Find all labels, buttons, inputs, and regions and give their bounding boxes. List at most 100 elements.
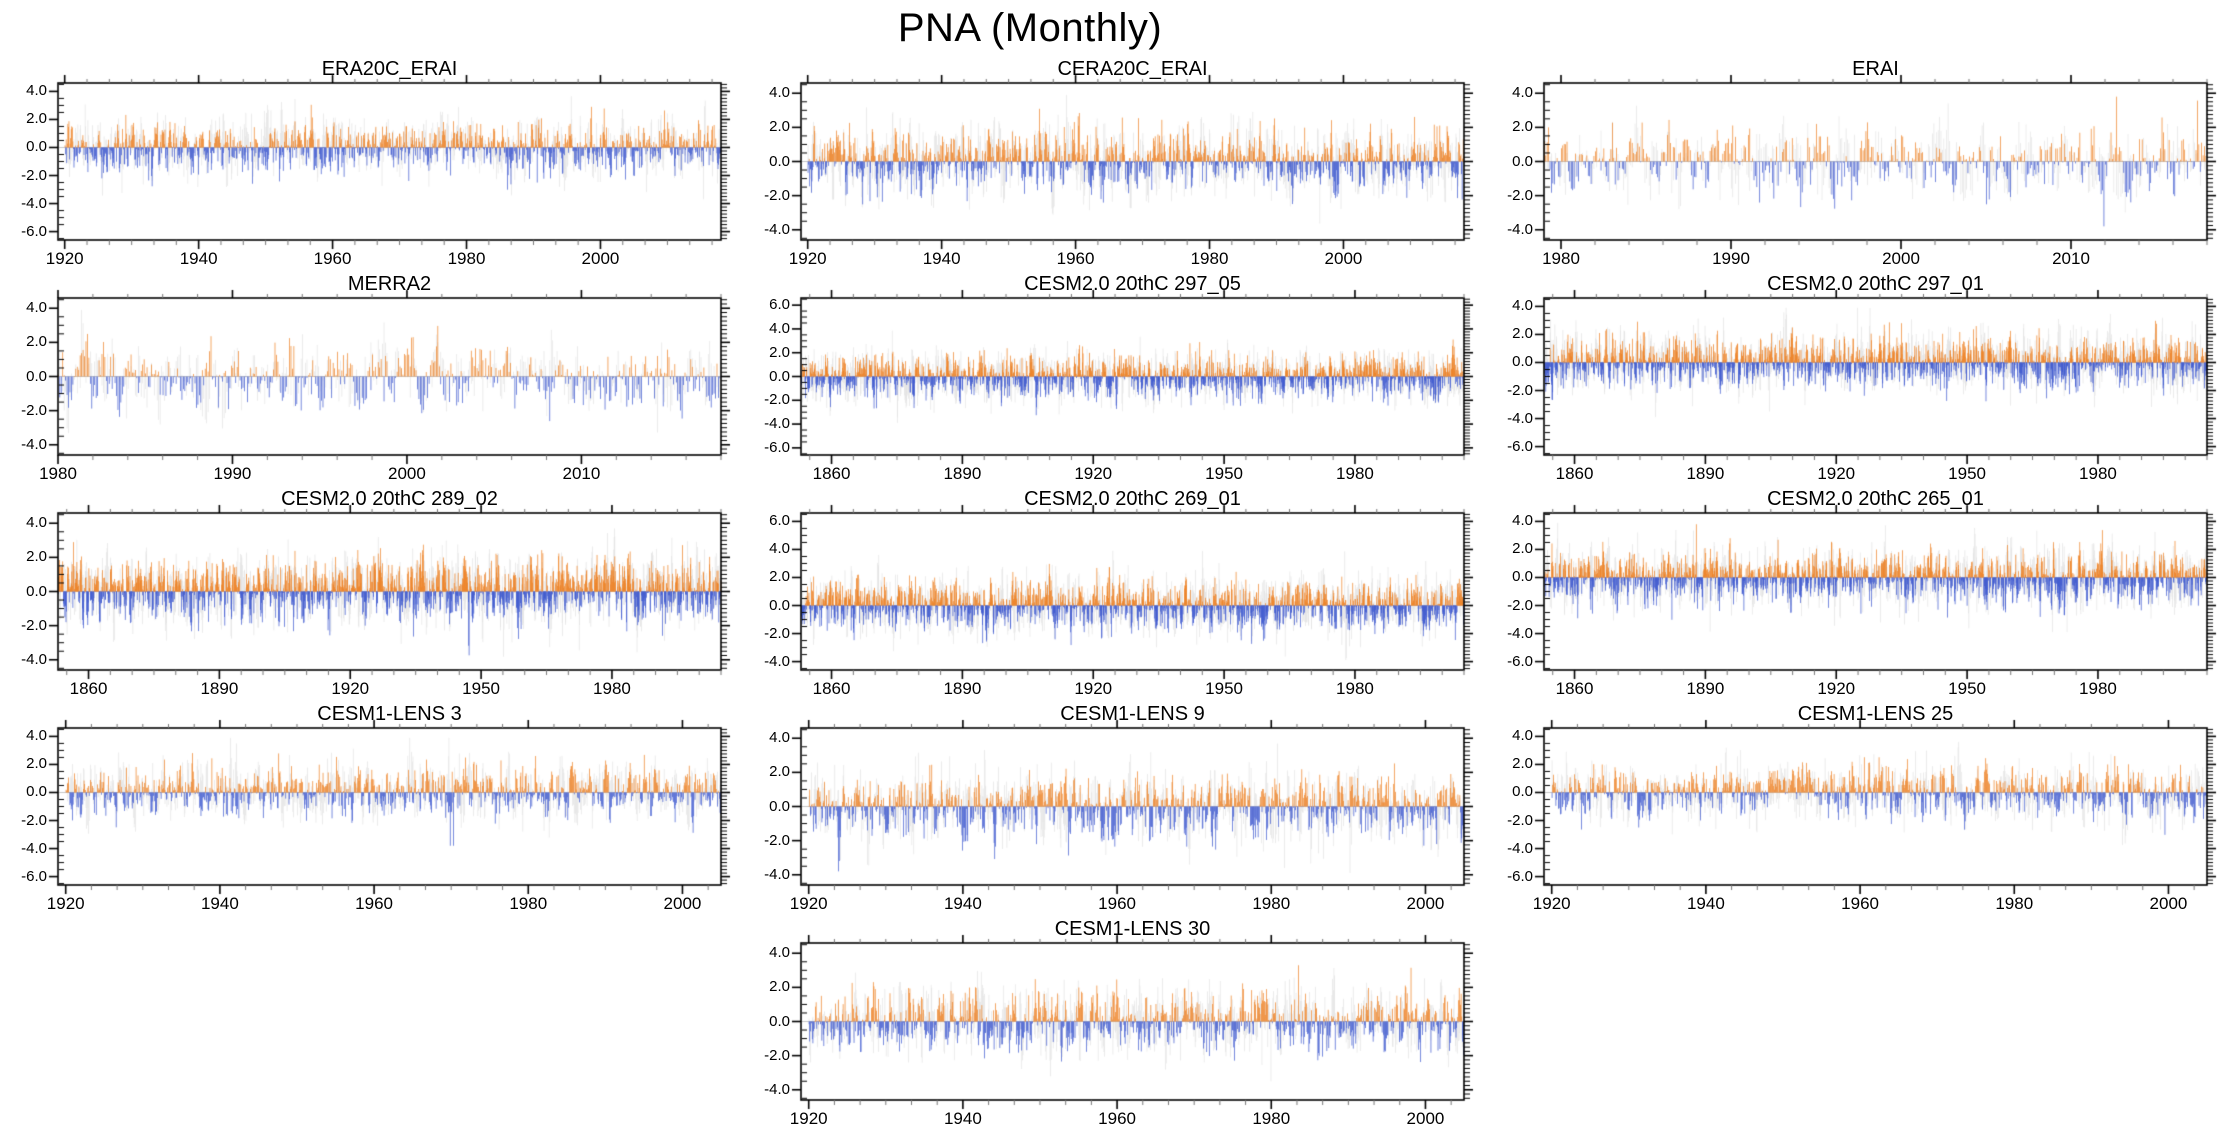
y-tick-label: -2.0 (764, 1046, 790, 1064)
x-tick-label: 1890 (943, 679, 982, 698)
plot-area: 6.0 4.0 2.0 0.0 -2.0 -4.0 1860 1890 1920 1950 1980 (764, 503, 1474, 698)
charts-grid-row-4: CESM1-LENS 3 4.0 2.0 0.0 -2.0 -4.0 -6.0 1920 194… (0, 701, 2230, 916)
x-tick-label: 1940 (943, 894, 982, 913)
x-tick-label: 1920 (789, 894, 828, 913)
x-tick-label: 2000 (1406, 894, 1445, 913)
y-tick-label: 2.0 (26, 755, 47, 773)
chart-cesm2-0-20thc-289-02: CESM2.0 20thC 289_02 4.0 2.0 0.0 -2.0 -4.0 186… (0, 486, 743, 701)
x-tick-label: 2010 (2052, 249, 2090, 268)
y-tick-label: 0.0 (26, 367, 47, 385)
x-tick-label: 1920 (46, 894, 85, 913)
x-tick-label: 1920 (1074, 464, 1113, 483)
y-tick-label: 0.0 (1512, 568, 1533, 586)
y-tick-label: -2.0 (764, 186, 790, 204)
plot-area: 4.0 2.0 0.0 -2.0 -4.0 1920 1940 1960 1980 2000 (764, 73, 1474, 268)
x-tick-label: 1950 (1205, 464, 1243, 483)
y-tick-label: -4.0 (764, 652, 790, 670)
y-tick-label: 2.0 (1512, 540, 1533, 558)
chart-merra2: MERRA2 4.0 2.0 0.0 -2.0 -4.0 1980 1990 2000 2010 (0, 271, 743, 486)
plot-area: 4.0 2.0 0.0 -2.0 -4.0 1920 1940 1960 1980 2000 (764, 933, 1474, 1128)
y-tick-label: 2.0 (1512, 118, 1533, 136)
x-tick-label: 1960 (355, 894, 393, 913)
chart-canvas (791, 718, 1474, 895)
x-tick-label: 1940 (1686, 894, 1725, 913)
x-tick-label: 2000 (388, 464, 426, 483)
x-tick-label: 1860 (69, 679, 108, 698)
y-tick-label: -4.0 (764, 220, 790, 238)
plot-area: 4.0 2.0 0.0 -2.0 -4.0 1860 1890 1920 1950 1980 (21, 503, 731, 698)
x-tick-label: 1980 (1252, 894, 1291, 913)
x-tick-label: 1960 (1098, 894, 1136, 913)
plot-area: 4.0 2.0 0.0 -2.0 -4.0 -6.0 1920 1940 1960 1980 200… (21, 73, 731, 268)
y-tick-label: 4.0 (769, 319, 790, 337)
y-tick-label: 6.0 (769, 512, 790, 530)
plot-area: 6.0 4.0 2.0 0.0 -2.0 -4.0 -6.0 1860 1890 1920 1950… (764, 288, 1474, 483)
x-tick-label: 2000 (1324, 249, 1363, 268)
x-tick-label: 1920 (1074, 679, 1113, 698)
y-tick-label: 0.0 (26, 582, 47, 600)
chart-era20c-erai: ERA20C_ERAI 4.0 2.0 0.0 -2.0 -4.0 -6.0 1920 1940… (0, 56, 743, 271)
x-tick-label: 1980 (1542, 249, 1580, 268)
x-tick-label: 2000 (1882, 249, 1920, 268)
y-tick-label: 0.0 (769, 797, 790, 815)
chart-canvas (791, 933, 1474, 1110)
x-tick-label: 1920 (331, 679, 370, 698)
y-tick-label: 0.0 (769, 152, 790, 170)
chart-canvas (1534, 718, 2217, 895)
y-tick-label: -4.0 (21, 650, 47, 668)
y-tick-label: 2.0 (1512, 325, 1533, 343)
y-tick-label: -4.0 (1507, 409, 1533, 427)
y-tick-label: 2.0 (26, 548, 47, 566)
x-tick-label: 1950 (1948, 464, 1986, 483)
y-tick-label: 4.0 (769, 729, 790, 747)
chart-cesm1-lens-3: CESM1-LENS 3 4.0 2.0 0.0 -2.0 -4.0 -6.0 1920 194… (0, 701, 743, 916)
y-tick-label: 4.0 (769, 944, 790, 962)
x-tick-label: 1960 (313, 249, 352, 268)
y-tick-label: -6.0 (1507, 437, 1533, 455)
y-tick-label: -2.0 (21, 616, 47, 634)
y-tick-label: 2.0 (769, 978, 790, 996)
x-tick-label: 1980 (593, 679, 631, 698)
x-tick-label: 1890 (943, 464, 982, 483)
x-tick-label: 1920 (45, 249, 84, 268)
y-tick-label: -4.0 (21, 839, 47, 857)
y-tick-label: 0.0 (1512, 783, 1533, 801)
y-tick-label: 0.0 (26, 783, 47, 801)
y-tick-label: 2.0 (769, 763, 790, 781)
y-tick-label: 0.0 (769, 1012, 790, 1030)
y-tick-label: -4.0 (21, 194, 47, 212)
y-tick-label: -6.0 (764, 438, 790, 456)
plot-area: 4.0 2.0 0.0 -2.0 -4.0 1920 1940 1960 1980 2000 (764, 718, 1474, 913)
y-tick-label: 2.0 (769, 343, 790, 361)
chart-canvas (791, 503, 1474, 680)
x-tick-label: 1980 (39, 464, 77, 483)
x-tick-label: 1860 (1555, 679, 1594, 698)
x-tick-label: 1960 (1098, 1109, 1136, 1128)
y-tick-label: -4.0 (1507, 624, 1533, 642)
y-tick-label: 0.0 (769, 367, 790, 385)
x-tick-label: 1890 (200, 679, 239, 698)
empty-cell (0, 916, 743, 1131)
y-tick-label: 0.0 (26, 138, 47, 156)
y-tick-label: -2.0 (764, 624, 790, 642)
x-tick-label: 1950 (1948, 679, 1986, 698)
chart-canvas (1534, 503, 2217, 680)
x-tick-label: 1980 (1190, 249, 1229, 268)
chart-canvas (1534, 73, 2217, 250)
x-tick-label: 1920 (1817, 679, 1856, 698)
chart-canvas (48, 503, 731, 680)
y-tick-label: -6.0 (1507, 652, 1533, 670)
y-tick-label: 0.0 (1512, 353, 1533, 371)
y-tick-label: 4.0 (26, 82, 47, 100)
y-tick-label: -6.0 (1507, 867, 1533, 885)
x-tick-label: 1990 (1712, 249, 1750, 268)
y-tick-label: 4.0 (1512, 727, 1533, 745)
chart-erai: ERAI 4.0 2.0 0.0 -2.0 -4.0 1980 1990 2000 2010 (1486, 56, 2229, 271)
chart-canvas (48, 288, 731, 465)
empty-cell (1486, 916, 2229, 1131)
y-tick-label: 2.0 (769, 118, 790, 136)
chart-canvas (1534, 288, 2217, 465)
y-tick-label: 4.0 (769, 540, 790, 558)
y-tick-label: 4.0 (1512, 512, 1533, 530)
